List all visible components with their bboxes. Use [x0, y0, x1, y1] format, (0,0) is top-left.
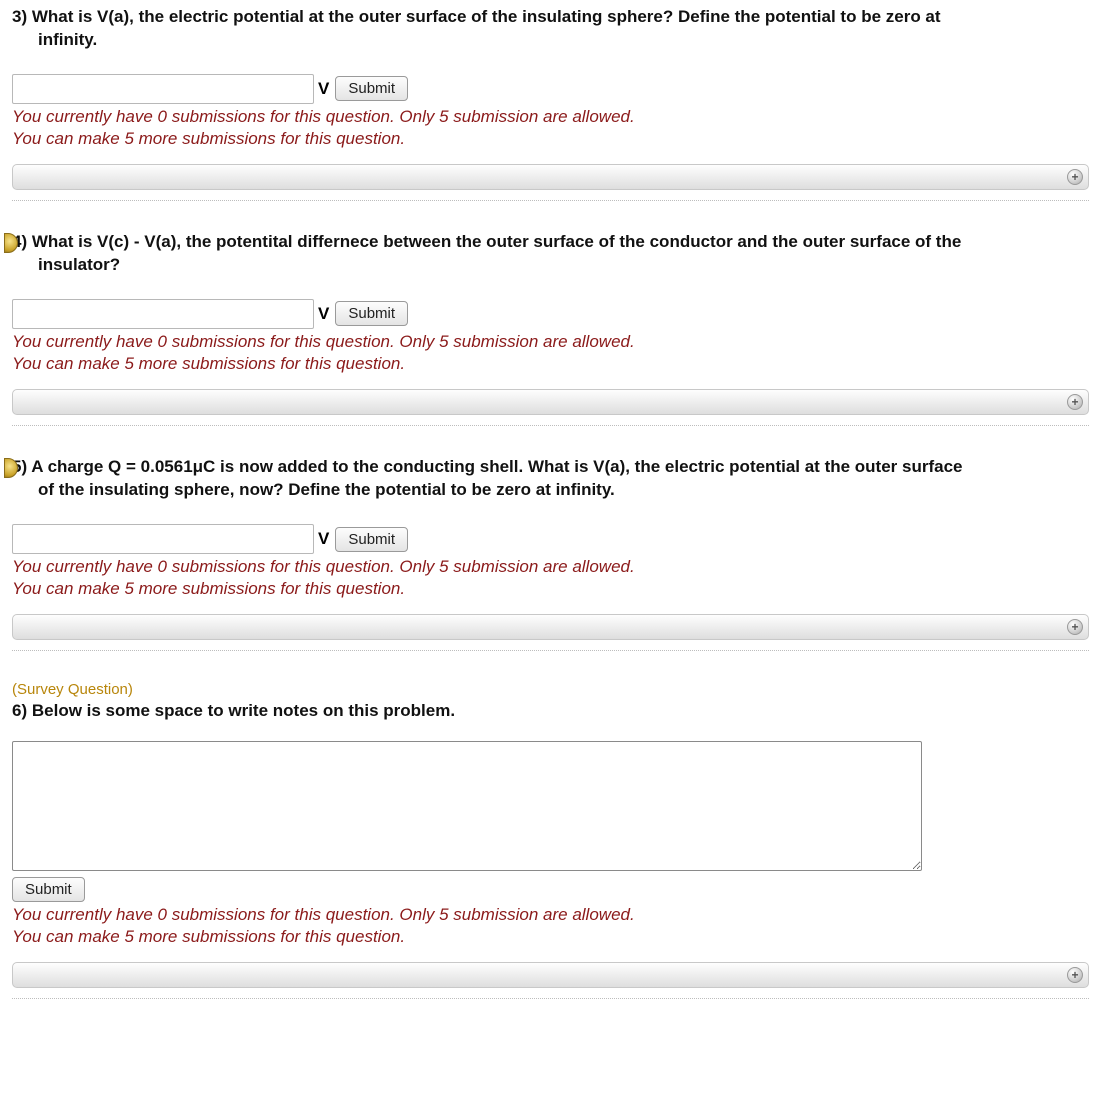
- expand-bar-q6[interactable]: +: [12, 962, 1089, 988]
- status-line-1: You currently have 0 submissions for thi…: [12, 106, 1089, 128]
- submission-status: You currently have 0 submissions for thi…: [12, 331, 1089, 375]
- expand-bar-q3[interactable]: +: [12, 164, 1089, 190]
- separator: [12, 998, 1089, 999]
- question-3: 3) What is V(a), the electric potential …: [12, 6, 1089, 201]
- question-5: 5) A charge Q = 0.0561μC is now added to…: [12, 456, 1089, 651]
- answer-input-q3[interactable]: [12, 74, 314, 104]
- question-prompt-line1: What is V(c) - V(a), the potentital diff…: [32, 232, 961, 251]
- answer-row: V Submit: [12, 524, 1089, 554]
- separator: [12, 650, 1089, 651]
- submission-status: You currently have 0 submissions for thi…: [12, 106, 1089, 150]
- expand-bar-q5[interactable]: +: [12, 614, 1089, 640]
- question-prompt: Below is some space to write notes on th…: [32, 701, 455, 720]
- question-prompt-line1: What is V(a), the electric potential at …: [32, 7, 941, 26]
- answer-input-q5[interactable]: [12, 524, 314, 554]
- plus-icon: +: [1067, 619, 1083, 635]
- status-line-1: You currently have 0 submissions for thi…: [12, 331, 1089, 353]
- question-prompt-line2: insulator?: [12, 254, 1089, 277]
- status-line-2: You can make 5 more submissions for this…: [12, 353, 1089, 375]
- survey-label: (Survey Question): [12, 681, 1089, 698]
- status-line-2: You can make 5 more submissions for this…: [12, 578, 1089, 600]
- submit-button-q6[interactable]: Submit: [12, 877, 85, 902]
- answer-row: V Submit: [12, 74, 1089, 104]
- question-5-text: 5) A charge Q = 0.0561μC is now added to…: [12, 456, 1089, 502]
- separator: [12, 425, 1089, 426]
- submit-button-q3[interactable]: Submit: [335, 76, 408, 101]
- answer-row: V Submit: [12, 299, 1089, 329]
- question-prompt-line2: of the insulating sphere, now? Define th…: [12, 479, 1089, 502]
- status-line-1: You currently have 0 submissions for thi…: [12, 904, 1089, 926]
- status-line-2: You can make 5 more submissions for this…: [12, 926, 1089, 948]
- submission-status: You currently have 0 submissions for thi…: [12, 556, 1089, 600]
- question-number: 3): [12, 7, 27, 26]
- submit-button-q4[interactable]: Submit: [335, 301, 408, 326]
- plus-icon: +: [1067, 394, 1083, 410]
- question-3-text: 3) What is V(a), the electric potential …: [12, 6, 1089, 52]
- status-line-2: You can make 5 more submissions for this…: [12, 128, 1089, 150]
- notes-textarea[interactable]: [12, 741, 922, 871]
- question-number: 6): [12, 701, 27, 720]
- expand-bar-q4[interactable]: +: [12, 389, 1089, 415]
- answer-input-q4[interactable]: [12, 299, 314, 329]
- question-6-survey: (Survey Question) 6) Below is some space…: [12, 681, 1089, 999]
- unit-label: V: [318, 304, 329, 324]
- question-prompt-line2: infinity.: [12, 29, 1089, 52]
- unit-label: V: [318, 529, 329, 549]
- question-prompt-line1: A charge Q = 0.0561μC is now added to th…: [31, 457, 962, 476]
- submission-status: You currently have 0 submissions for thi…: [12, 904, 1089, 948]
- separator: [12, 200, 1089, 201]
- unit-label: V: [318, 79, 329, 99]
- submit-button-q5[interactable]: Submit: [335, 527, 408, 552]
- question-4: 4) What is V(c) - V(a), the potentital d…: [12, 231, 1089, 426]
- question-4-text: 4) What is V(c) - V(a), the potentital d…: [12, 231, 1089, 277]
- question-6-text: 6) Below is some space to write notes on…: [12, 700, 1089, 723]
- status-line-1: You currently have 0 submissions for thi…: [12, 556, 1089, 578]
- plus-icon: +: [1067, 169, 1083, 185]
- plus-icon: +: [1067, 967, 1083, 983]
